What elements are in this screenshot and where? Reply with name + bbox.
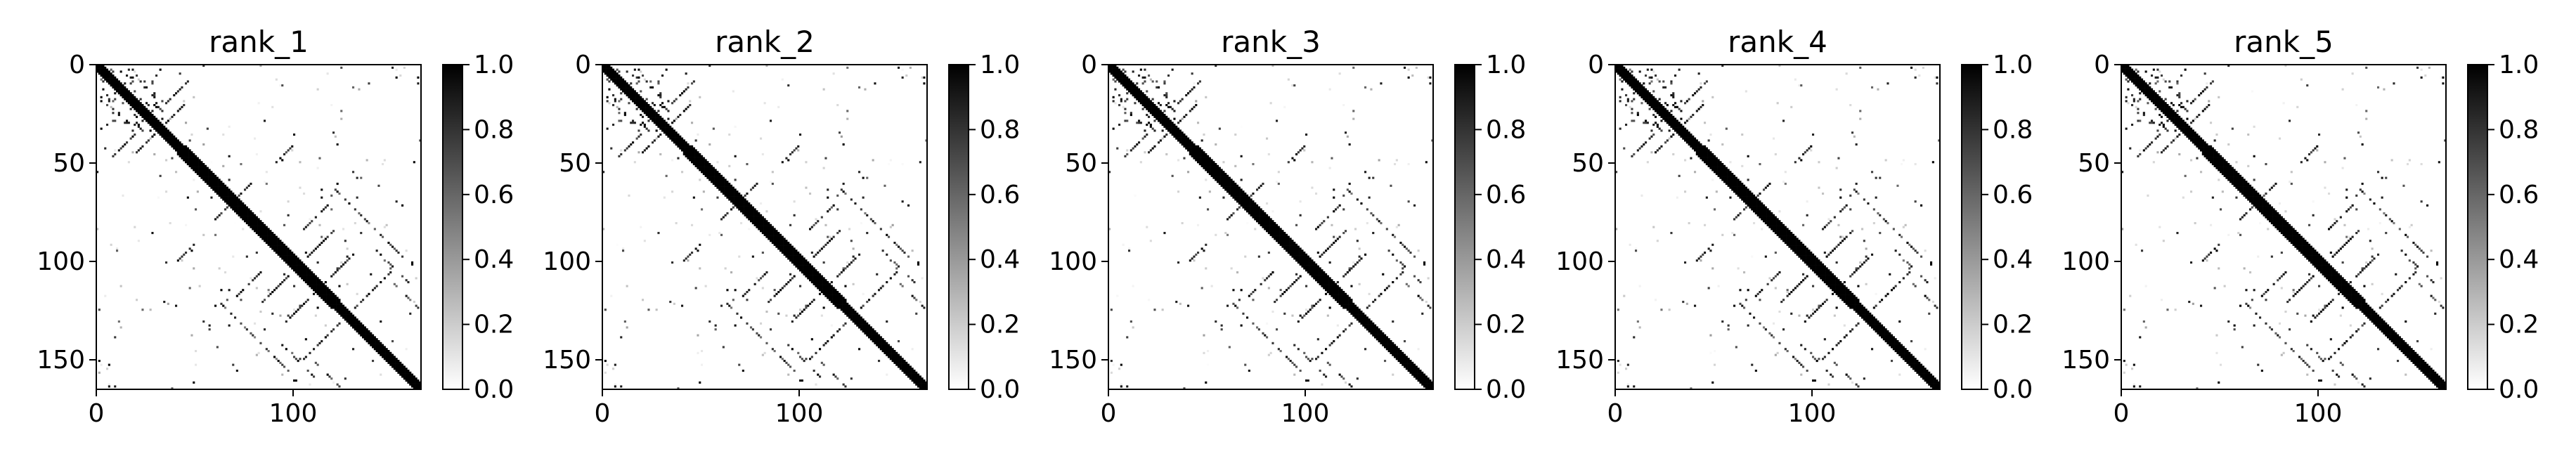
colorbar-tick-label: 0.0: [2499, 375, 2539, 404]
colorbar-tick-label: 0.4: [474, 245, 514, 274]
heatmap: [1615, 65, 1941, 390]
y-tick-label: 50: [1572, 149, 1604, 178]
colorbar-tick-label: 1.0: [1486, 51, 1526, 79]
heatmap: [96, 65, 422, 390]
x-tick-label: 0: [595, 399, 611, 428]
panel-rank_4: rank_4 0 100 0 50 100 150 0.0 0.2 0.4 0.6 0.8 1.0: [1555, 25, 2033, 428]
chart-title: rank_5: [2234, 25, 2334, 59]
y-tick-label: 100: [37, 247, 85, 276]
colorbar-tick-label: 0.0: [980, 375, 1020, 404]
chart-title: rank_4: [1728, 25, 1827, 59]
colorbar-tick-label: 1.0: [474, 51, 514, 79]
axes-frame: [602, 64, 928, 390]
y-tick-label: 50: [2078, 149, 2110, 178]
colorbar-tick-label: 0.8: [1993, 115, 2033, 144]
colorbar-tick-label: 0.2: [474, 311, 514, 339]
y-tick-label: 150: [37, 346, 85, 375]
colorbar: [442, 64, 463, 390]
axes-frame: [2121, 64, 2447, 390]
colorbar-tick-label: 0.4: [1486, 245, 1526, 274]
panel-rank_1: rank_1 0 100 0 50 100 150 0.0 0.2 0.4 0.6 0.8 1.0: [37, 25, 514, 428]
colorbar: [1454, 64, 1475, 390]
chart-title: rank_2: [715, 25, 815, 59]
y-tick-label: 150: [2062, 346, 2110, 375]
colorbar-tick-label: 0.0: [1486, 375, 1526, 404]
y-tick-label: 0: [69, 51, 85, 79]
colorbar: [948, 64, 969, 390]
colorbar-tick-label: 0.8: [980, 115, 1020, 144]
x-tick-label: 100: [775, 399, 824, 428]
y-tick-label: 0: [575, 51, 591, 79]
x-tick-label: 0: [1101, 399, 1117, 428]
colorbar-tick-label: 0.0: [1993, 375, 2033, 404]
colorbar-tick-label: 1.0: [2499, 51, 2539, 79]
x-tick-label: 0: [89, 399, 105, 428]
chart-title: rank_1: [209, 25, 309, 59]
chart-title: rank_3: [1221, 25, 1321, 59]
colorbar-tick-label: 1.0: [980, 51, 1020, 79]
colorbar-tick-label: 1.0: [1993, 51, 2033, 79]
y-tick-label: 150: [1555, 346, 1604, 375]
colorbar-tick-label: 0.6: [1486, 181, 1526, 209]
y-tick-label: 50: [53, 149, 85, 178]
colorbar-tick-label: 0.8: [474, 115, 514, 144]
x-tick-label: 100: [1281, 399, 1330, 428]
y-tick-label: 100: [1555, 247, 1604, 276]
colorbar-tick-label: 0.0: [474, 375, 514, 404]
x-tick-label: 0: [2114, 399, 2130, 428]
axes-frame: [1108, 64, 1434, 390]
colorbar-tick-label: 0.6: [2499, 181, 2539, 209]
panel-rank_3: rank_3 0 100 0 50 100 150 0.0 0.2 0.4 0.6 0.8 1.0: [1049, 25, 1526, 428]
heatmap: [2121, 65, 2447, 390]
colorbar: [1961, 64, 1982, 390]
x-tick-label: 100: [2294, 399, 2343, 428]
colorbar-tick-label: 0.4: [2499, 245, 2539, 274]
axes-frame: [1614, 64, 1941, 390]
colorbar-tick-label: 0.8: [2499, 115, 2539, 144]
y-tick-label: 0: [1588, 51, 1604, 79]
panel-rank_2: rank_2 0 100 0 50 100 150 0.0 0.2 0.4 0.6 0.8 1.0: [543, 25, 1020, 428]
colorbar-tick-label: 0.2: [1486, 311, 1526, 339]
heatmap: [602, 65, 928, 390]
x-tick-label: 100: [1788, 399, 1837, 428]
colorbar-tick-label: 0.6: [980, 181, 1020, 209]
y-tick-label: 50: [559, 149, 591, 178]
colorbar-tick-label: 0.4: [980, 245, 1020, 274]
colorbar-tick-label: 0.2: [2499, 311, 2539, 339]
colorbar-tick-label: 0.8: [1486, 115, 1526, 144]
y-tick-label: 100: [1049, 247, 1097, 276]
colorbar-tick-label: 0.2: [1993, 311, 2033, 339]
y-tick-label: 100: [2062, 247, 2110, 276]
y-tick-label: 150: [1049, 346, 1097, 375]
axes-frame: [96, 64, 422, 390]
x-tick-label: 0: [1607, 399, 1624, 428]
colorbar: [2467, 64, 2488, 390]
y-tick-label: 0: [2094, 51, 2110, 79]
y-tick-label: 0: [1081, 51, 1097, 79]
y-tick-label: 50: [1065, 149, 1097, 178]
x-tick-label: 100: [269, 399, 318, 428]
panel-rank_5: rank_5 0 100 0 50 100 150 0.0 0.2 0.4 0.6 0.8 1.0: [2062, 25, 2539, 428]
y-tick-label: 150: [543, 346, 591, 375]
heatmap: [1108, 65, 1434, 390]
colorbar-tick-label: 0.6: [474, 181, 514, 209]
colorbar-tick-label: 0.2: [980, 311, 1020, 339]
y-tick-label: 100: [543, 247, 591, 276]
colorbar-tick-label: 0.6: [1993, 181, 2033, 209]
colorbar-tick-label: 0.4: [1993, 245, 2033, 274]
